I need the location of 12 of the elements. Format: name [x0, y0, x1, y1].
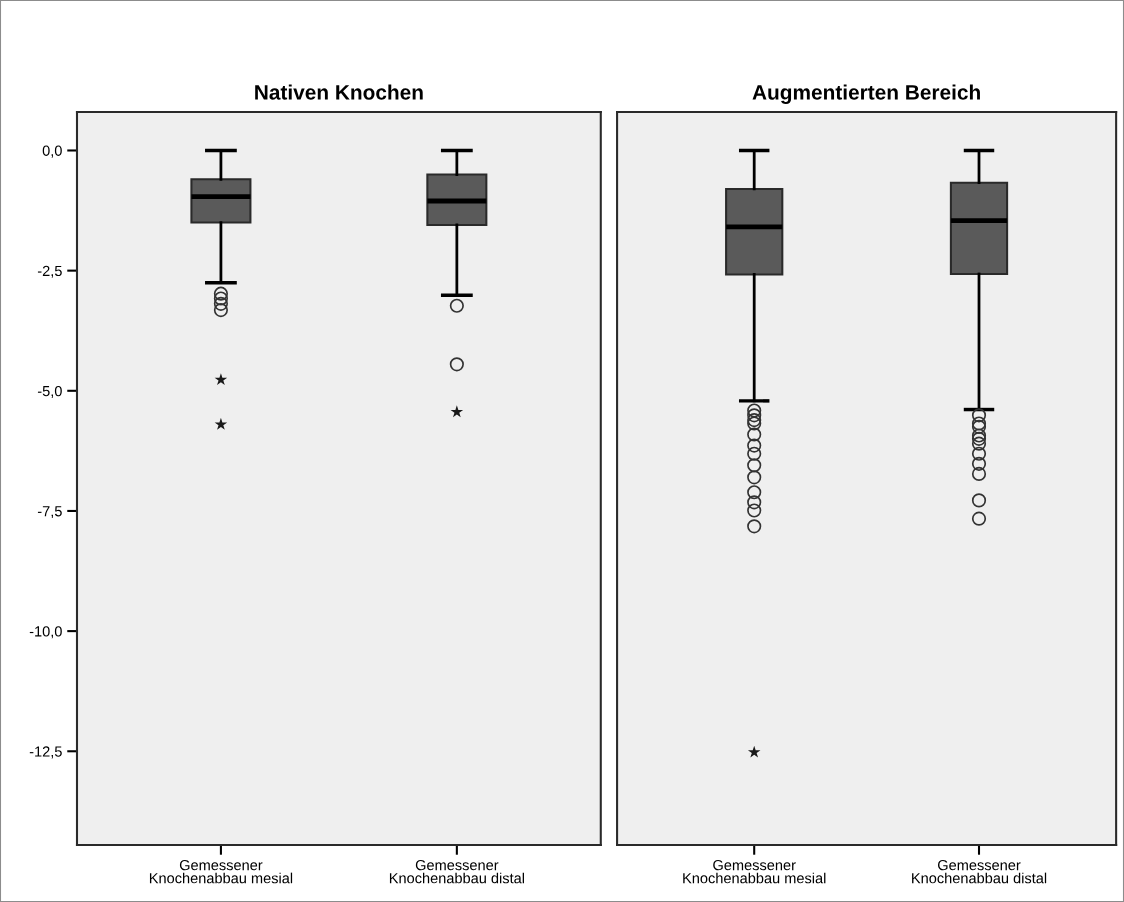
x-tick-label: Gemessener Knochenabbau mesial — [149, 859, 293, 884]
y-tick-label: -7,5 — [37, 506, 62, 519]
y-tick-label: -2,5 — [37, 265, 62, 278]
y-tick-label: -5,0 — [37, 385, 62, 398]
y-tick-label: -12,5 — [29, 746, 62, 759]
chart-title: Nativen Knochen — [255, 84, 423, 100]
y-tick-label: -10,0 — [29, 626, 62, 639]
y-tick-label: 0,0 — [42, 145, 62, 158]
chart-title: Augmentierten Bereich — [752, 84, 980, 104]
x-tick-label: Gemessener Knochenabbau mesial — [683, 859, 826, 884]
x-tick-label: Gemessener Knochenabbau distal — [912, 859, 1047, 884]
x-tick-label: Gemessener Knochenabbau distal — [389, 859, 524, 884]
